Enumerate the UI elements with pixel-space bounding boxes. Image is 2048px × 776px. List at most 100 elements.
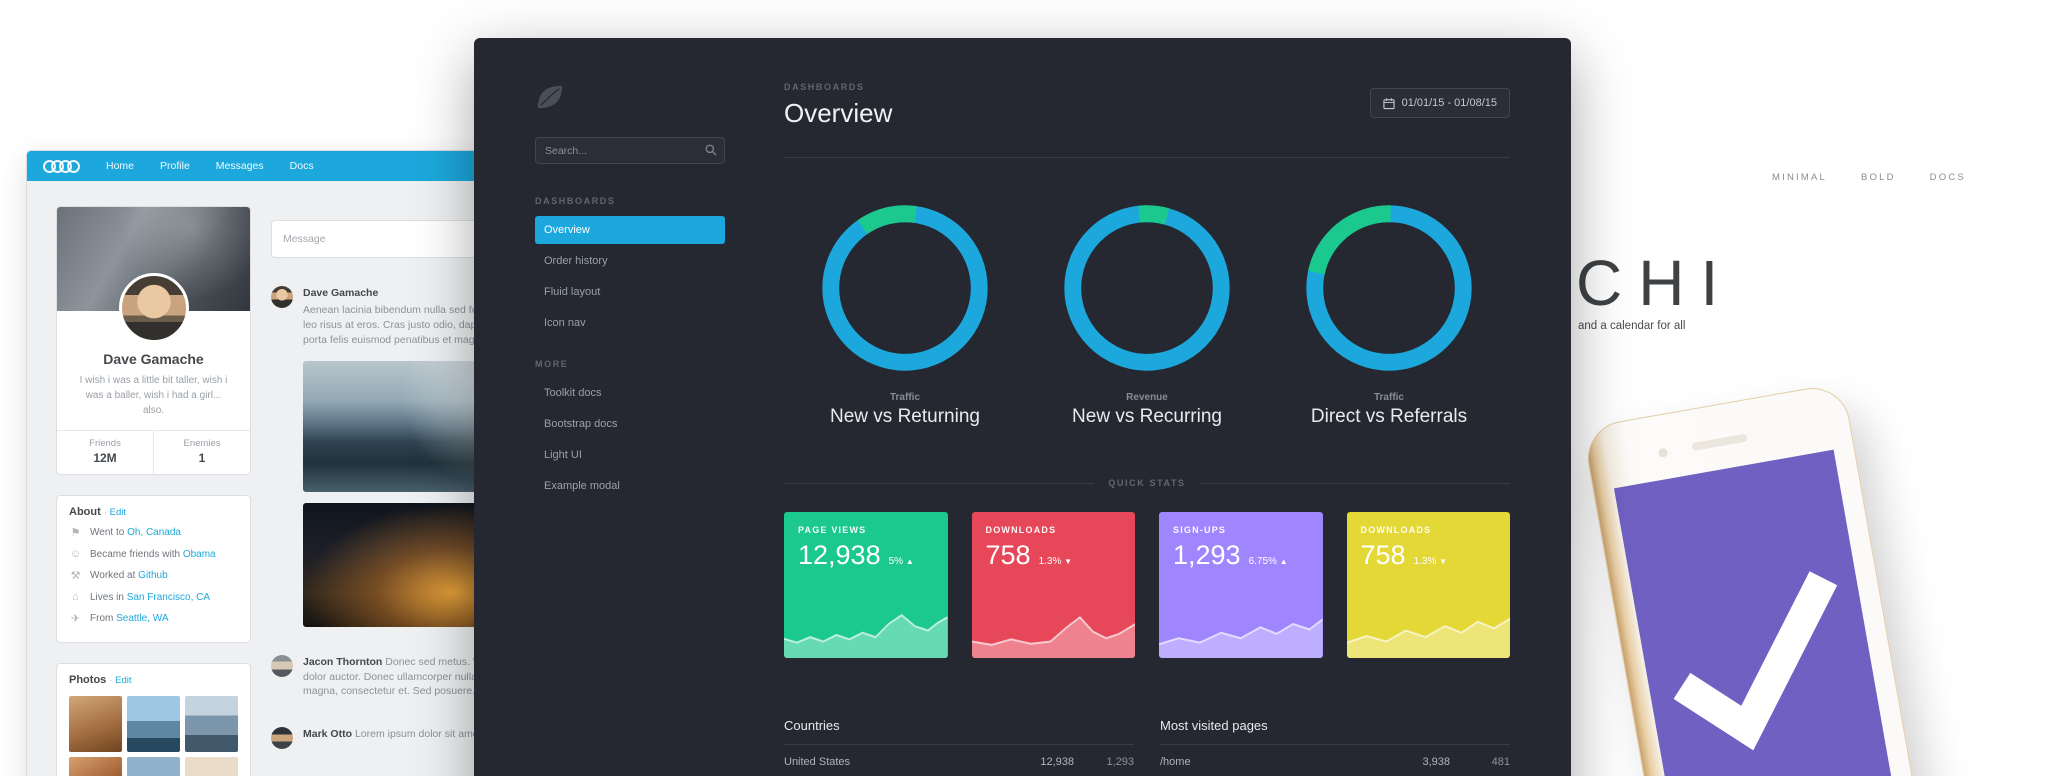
sidebar-item-order-history[interactable]: Order history bbox=[544, 255, 608, 267]
page-path: /home bbox=[1160, 756, 1191, 768]
delta-down-icon: ▼ bbox=[1439, 557, 1448, 566]
table-row: United States 12,938 1,293 bbox=[784, 745, 1134, 768]
stat-card-delta: 1.3% ▼ bbox=[1413, 556, 1448, 567]
sidebar-item-toolkit-docs[interactable]: Toolkit docs bbox=[544, 387, 602, 399]
brand-logo[interactable] bbox=[43, 159, 80, 173]
about-text: From Seattle, WA bbox=[90, 613, 169, 624]
logo-circle bbox=[67, 159, 80, 173]
friend-icon: ☺ bbox=[69, 548, 82, 560]
divider-line bbox=[1199, 482, 1511, 484]
dashboard-window: DASHBOARDS Overview Order history Fluid … bbox=[474, 38, 1571, 776]
date-range-label: 01/01/15 - 01/08/15 bbox=[1401, 97, 1497, 109]
about-item: ⚑ Went to Oh, Canada bbox=[69, 526, 238, 539]
donut-title: Direct vs Referrals bbox=[1310, 406, 1468, 427]
about-edit-link[interactable]: Edit bbox=[104, 507, 126, 518]
sidebar-item-bootstrap-docs[interactable]: Bootstrap docs bbox=[544, 418, 618, 430]
donut-chart-svg bbox=[1306, 205, 1472, 371]
countries-panel: Countries United States 12,938 1,293 bbox=[784, 718, 1134, 768]
photo-thumbnail[interactable] bbox=[127, 757, 180, 776]
stat-card-downloads-2: DOWNLOADS 758 1.3% ▼ bbox=[1346, 512, 1510, 658]
promo-menu-minimal[interactable]: MINIMAL bbox=[1772, 172, 1827, 183]
stat-card-label: DOWNLOADS bbox=[1360, 525, 1432, 535]
donut-chart-new-vs-recurring: Revenue New vs Recurring bbox=[1026, 198, 1268, 428]
stat-card-downloads: DOWNLOADS 758 1.3% ▼ bbox=[971, 512, 1135, 658]
country-name: United States bbox=[784, 756, 851, 768]
promo-menu-docs[interactable]: DOCS bbox=[1929, 172, 1966, 183]
about-link[interactable]: Seattle, WA bbox=[116, 613, 169, 624]
promo-menu-bold[interactable]: BOLD bbox=[1861, 172, 1896, 183]
photo-thumbnail[interactable] bbox=[69, 696, 122, 752]
photo-thumbnail[interactable] bbox=[127, 696, 180, 752]
about-link[interactable]: Oh, Canada bbox=[127, 527, 181, 538]
about-header: About Edit bbox=[57, 496, 250, 526]
tables-row: Countries United States 12,938 1,293 Mos… bbox=[784, 718, 1510, 768]
home-icon: ⌂ bbox=[72, 591, 79, 603]
post-author-link[interactable]: Dave Gamache bbox=[303, 287, 379, 299]
dashboard-sidebar: DASHBOARDS Overview Order history Fluid … bbox=[535, 83, 725, 503]
stat-card-delta: 5% ▲ bbox=[888, 556, 914, 567]
donut-subtitle: Traffic bbox=[889, 392, 920, 403]
promo-title: CHI bbox=[1576, 247, 1735, 319]
country-value-2: 1,293 bbox=[1106, 756, 1134, 768]
location-icon: ✈ bbox=[70, 613, 81, 625]
about-link[interactable]: Github bbox=[138, 570, 168, 581]
stat-card-delta: 1.3% ▼ bbox=[1038, 556, 1073, 567]
stat-label: Friends bbox=[89, 438, 121, 449]
about-text: Became friends with Obama bbox=[90, 548, 216, 560]
countries-title: Countries bbox=[784, 718, 1134, 745]
nav-item-profile[interactable]: Profile bbox=[160, 160, 190, 172]
sparkline-chart bbox=[971, 616, 1135, 658]
photos-edit-link[interactable]: Edit bbox=[109, 675, 131, 686]
nav-item-home[interactable]: Home bbox=[106, 160, 135, 172]
header-divider bbox=[784, 157, 1510, 158]
about-list: ⚑ Went to Oh, Canada ☺ Became friends wi… bbox=[57, 526, 250, 642]
about-item: ⚒ Worked at Github bbox=[69, 569, 238, 582]
photo-thumbnail[interactable] bbox=[69, 757, 122, 776]
date-range-button[interactable]: 01/01/15 - 01/08/15 bbox=[1369, 88, 1510, 118]
sidebar-item-light-ui[interactable]: Light UI bbox=[544, 449, 582, 461]
friends-stat: Friends 12M bbox=[57, 431, 153, 474]
profile-bio: I wish i was a little bit taller, wish i… bbox=[79, 375, 228, 416]
work-icon: ⚒ bbox=[70, 570, 81, 582]
photos-card: Photos Edit bbox=[56, 663, 251, 776]
dashboard-main: DASHBOARDS Overview 01/01/15 - 01/08/15 bbox=[784, 38, 1511, 768]
quick-stats-divider: QUICK STATS bbox=[784, 478, 1511, 488]
about-text: Went to Oh, Canada bbox=[90, 527, 181, 538]
page-value-2: 481 bbox=[1491, 756, 1510, 768]
stat-card-label: DOWNLOADS bbox=[985, 525, 1057, 535]
sidebar-item-example-modal[interactable]: Example modal bbox=[544, 480, 620, 492]
nav-item-docs[interactable]: Docs bbox=[289, 160, 314, 172]
stat-card-label: SIGN-UPS bbox=[1173, 525, 1227, 535]
sidebar-section-more: MORE bbox=[535, 359, 569, 369]
about-item: ☺ Became friends with Obama bbox=[69, 548, 238, 560]
nav-item-messages[interactable]: Messages bbox=[215, 160, 264, 172]
sidebar-item-icon-nav[interactable]: Icon nav bbox=[544, 317, 586, 329]
leaf-logo-icon[interactable] bbox=[535, 83, 565, 111]
sidebar-item-overview[interactable]: Overview bbox=[535, 216, 725, 244]
search-input[interactable] bbox=[535, 137, 725, 164]
about-item: ⌂ Lives in San Francisco, CA bbox=[69, 591, 238, 603]
country-value: 12,938 bbox=[1040, 756, 1074, 768]
about-card: About Edit ⚑ Went to Oh, Canada ☺ Became… bbox=[56, 495, 251, 643]
about-link[interactable]: Obama bbox=[182, 548, 216, 560]
stat-card-value: 758 bbox=[985, 540, 1031, 570]
post-author-link[interactable]: Mark Otto bbox=[303, 728, 353, 741]
about-item: ✈ From Seattle, WA bbox=[69, 612, 238, 625]
about-text: Lives in San Francisco, CA bbox=[90, 591, 211, 603]
photo-thumbnail[interactable] bbox=[185, 757, 238, 776]
quick-stats-label: QUICK STATS bbox=[1108, 478, 1186, 488]
stat-value: 12M bbox=[93, 451, 117, 465]
page-eyebrow: DASHBOARDS bbox=[784, 82, 865, 92]
photo-thumbnail[interactable] bbox=[185, 696, 238, 752]
about-link[interactable]: San Francisco, CA bbox=[126, 591, 211, 603]
donut-subtitle: Revenue bbox=[1126, 392, 1168, 403]
sparkline-chart bbox=[1159, 618, 1323, 658]
sidebar-item-fluid-layout[interactable]: Fluid layout bbox=[544, 286, 601, 298]
photos-header: Photos Edit bbox=[57, 664, 250, 694]
most-visited-title: Most visited pages bbox=[1160, 718, 1510, 745]
checkmark-icon bbox=[1673, 571, 1838, 751]
stat-value: 1 bbox=[198, 451, 206, 465]
post-author-link[interactable]: Jacon Thornton bbox=[303, 655, 383, 668]
about-text: Worked at Github bbox=[90, 570, 168, 581]
quick-stats-row: PAGE VIEWS 12,938 5% ▲ DOWNLOADS 758 1.3… bbox=[784, 512, 1510, 658]
